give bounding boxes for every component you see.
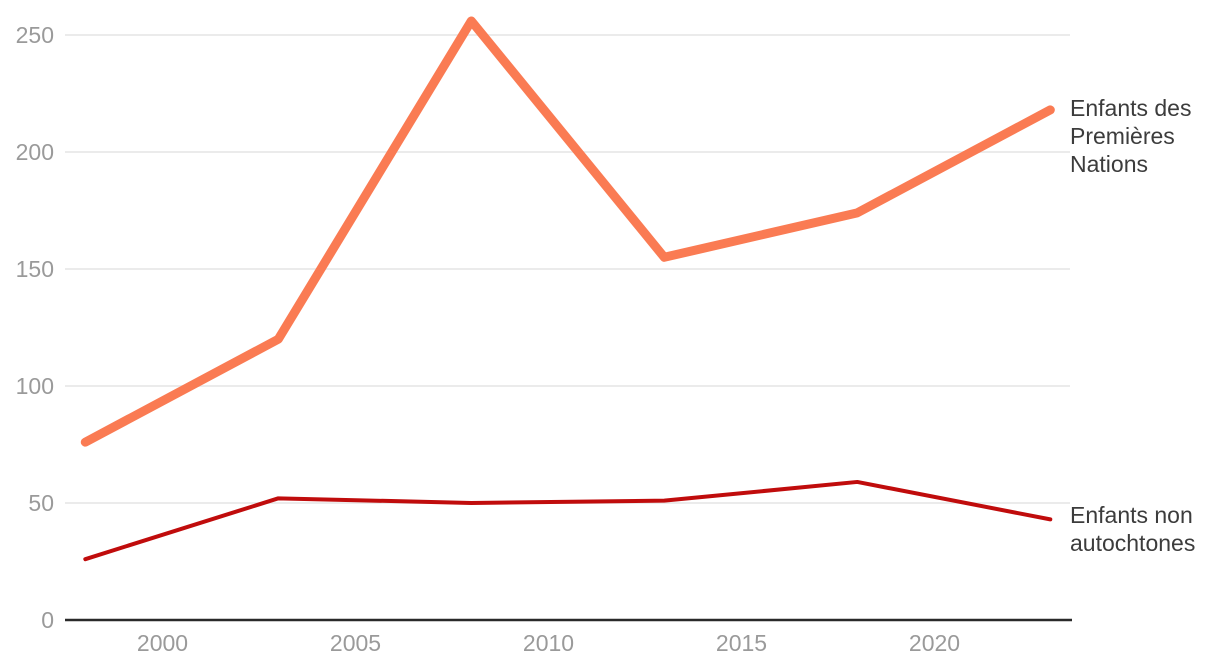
x-tick-label: 2020 <box>909 630 960 656</box>
x-tick-label: 2010 <box>523 630 574 656</box>
y-tick-label: 50 <box>28 490 54 516</box>
y-tick-label: 0 <box>41 607 54 633</box>
x-tick-label: 2000 <box>137 630 188 656</box>
series-label-premieres-nations: Enfants des Premières Nations <box>1070 95 1192 177</box>
y-tick-label: 100 <box>16 373 54 399</box>
series-label-non-autochtones: Enfants non autochtones <box>1070 502 1196 556</box>
x-tick-label: 2015 <box>716 630 767 656</box>
y-tick-label: 200 <box>16 139 54 165</box>
x-tick-label: 2005 <box>330 630 381 656</box>
series-line <box>80 16 1055 447</box>
series-line <box>83 479 1053 562</box>
y-tick-label: 150 <box>16 256 54 282</box>
y-tick-label: 250 <box>16 22 54 48</box>
